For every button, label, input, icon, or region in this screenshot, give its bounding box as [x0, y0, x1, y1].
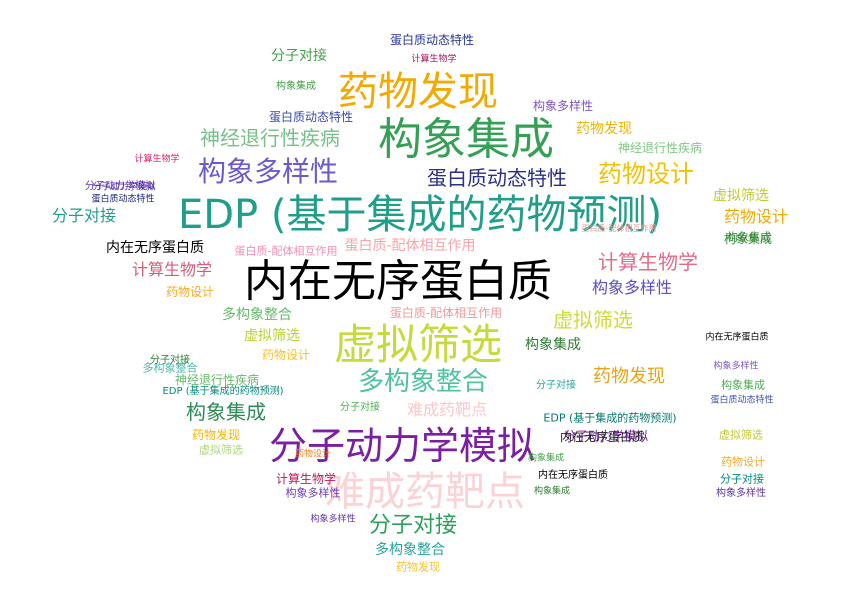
word-ensemble-7: 构象集成 [727, 230, 771, 244]
word-virtual-screen-5: 虚拟筛选 [199, 443, 243, 457]
word-edp-3: EDP (基于集成的药物预测) [162, 386, 284, 397]
word-idp-2: 内在无序蛋白质 [106, 240, 204, 256]
word-docking-4: 分子对接 [720, 472, 764, 486]
word-neuro-main: 神经退行性疾病 [200, 126, 340, 150]
word-comp-bio-5: 计算生物学 [411, 54, 457, 65]
word-docking-6: 分子对接 [536, 380, 576, 391]
word-idp-main: 内在无序蛋白质 [244, 256, 552, 307]
word-undruggable-2: 难成药靶点 [406, 400, 488, 419]
word-ligand-4: 蛋白质-配体相互作用 [581, 224, 657, 233]
word-diversity-main: 构象多样性 [197, 155, 339, 188]
word-idp-5: 内在无序蛋白质 [705, 332, 769, 343]
word-drug-design-main: 药物设计 [598, 160, 694, 188]
word-edp-2: EDP (基于集成的药物预测) [543, 411, 677, 425]
word-drug-discovery-3: 药物发现 [576, 121, 632, 137]
word-virtual-screen-2: 虚拟筛选 [553, 308, 633, 332]
word-undruggable-main: 难成药靶点 [325, 469, 525, 515]
word-ensemble-9: 构象集成 [527, 453, 565, 464]
word-drug-design-2: 药物设计 [723, 207, 789, 226]
word-virtual-screen-6: 虚拟筛选 [719, 428, 763, 442]
word-ensemble-6: 构象集成 [721, 378, 765, 392]
word-docking-7: 分子对接 [340, 402, 380, 413]
word-multi-conf-2: 多构象整合 [222, 307, 292, 323]
word-dynamic-5: 蛋白质动态特性 [710, 395, 774, 406]
word-ligand-3: 蛋白质-配体相互作用 [234, 244, 338, 258]
word-neuro-3: 神经退行性疾病 [174, 373, 260, 387]
word-drug-design-4: 药物设计 [261, 348, 311, 362]
word-drug-design-3: 药物设计 [165, 285, 215, 299]
word-diversity-2: 构象多样性 [591, 278, 673, 297]
word-md-main: 分子动力学模拟 [268, 424, 536, 468]
word-edp-main: EDP (基于集成的药物预测) [177, 192, 663, 238]
word-comp-bio-3: 计算生物学 [275, 472, 337, 486]
word-ensemble-4: 构象集成 [723, 232, 773, 246]
word-diversity-3: 构象多样性 [532, 99, 594, 113]
word-dynamic-2: 蛋白质动态特性 [389, 33, 475, 47]
word-idp-3: 内在无序蛋白质 [538, 470, 608, 481]
word-virtual-screen-4: 虚拟筛选 [713, 188, 769, 204]
word-comp-bio-main: 计算生物学 [598, 250, 698, 274]
word-diversity-4: 构象多样性 [285, 486, 341, 500]
word-diversity-6: 构象多样性 [713, 361, 759, 372]
word-ensemble-2: 构象集成 [186, 400, 266, 424]
word-drug-design-5: 药物设计 [721, 455, 765, 469]
word-ensemble-8: 构象集成 [533, 486, 571, 497]
word-docking-2: 分子对接 [51, 206, 117, 225]
word-comp-bio-4: 计算生物学 [134, 154, 180, 165]
word-dynamic-4: 蛋白质动态特性 [91, 194, 155, 205]
word-multi-conf-3: 多构象整合 [375, 542, 445, 558]
word-drug-discovery-2: 药物发现 [593, 366, 665, 387]
word-comp-bio-2: 计算生物学 [131, 260, 213, 279]
word-neuro-2: 神经退行性疾病 [617, 141, 703, 155]
word-drug-discovery-main: 药物发现 [338, 69, 498, 115]
word-diversity-7: 构象多样性 [310, 514, 356, 525]
word-docking-main: 分子对接 [368, 513, 458, 538]
word-md-3: 分子动力学模拟 [563, 429, 649, 443]
word-ensemble-5: 构象集成 [276, 81, 316, 92]
word-diversity-5: 构象多样性 [716, 488, 766, 499]
word-drug-discovery-5: 药物发现 [396, 560, 440, 574]
word-docking-5: 分子对接 [150, 355, 190, 366]
word-idp-4: 内在无序蛋白质 [559, 430, 645, 444]
word-virtual-screen-main: 虚拟筛选 [333, 320, 503, 369]
word-ensemble-3: 构象集成 [525, 337, 581, 353]
word-dynamic-main: 蛋白质动态特性 [427, 166, 567, 190]
word-virtual-screen-3: 虚拟筛选 [244, 328, 300, 344]
word-ligand-main: 蛋白质-配体相互作用 [344, 238, 476, 254]
word-drug-discovery-4: 药物发现 [191, 428, 241, 442]
word-drug-design-6: 药物设计 [294, 449, 332, 460]
word-md-4: 分子动力学模拟 [92, 182, 156, 193]
word-ensemble-main: 构象集成 [378, 114, 554, 165]
word-ligand-2: 蛋白质-配体相互作用 [389, 306, 503, 320]
word-multi-conf-main: 多构象整合 [357, 367, 489, 397]
word-dynamic-3: 蛋白质动态特性 [268, 110, 354, 124]
word-md-2: 分子动力学模拟 [85, 181, 155, 192]
word-multi-conf-4: 多构象整合 [142, 361, 198, 375]
word-docking-3: 分子对接 [271, 48, 327, 64]
